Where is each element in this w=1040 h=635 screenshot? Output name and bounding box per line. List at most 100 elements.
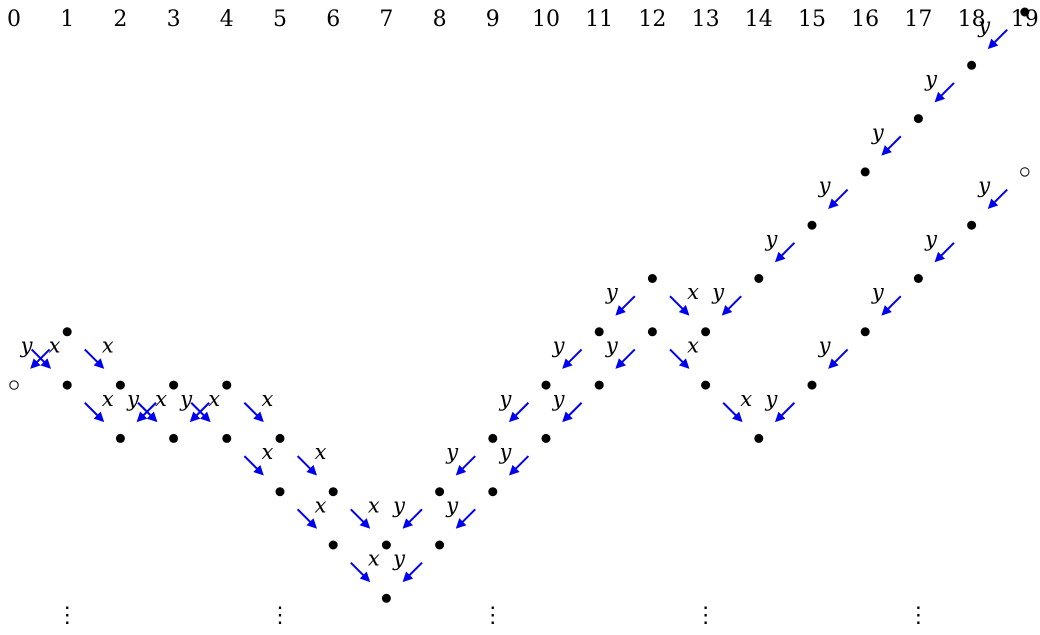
- column-label: 8: [433, 7, 447, 32]
- x-step-arrow: [669, 295, 690, 316]
- y-step-arrow: [402, 508, 423, 529]
- x-step-label: x: [102, 333, 114, 357]
- column-label: 0: [7, 7, 21, 32]
- vertical-ellipsis: ⋮: [907, 603, 929, 628]
- y-step-label: y: [498, 387, 512, 411]
- lattice-point: [754, 433, 764, 443]
- column-labels: 0 1 2 3 4 5 6 7 8 9 10 11 12 13 14 15 16 17 18 19: [7, 7, 1039, 32]
- column-label: 4: [220, 7, 234, 32]
- lattice-point: [647, 274, 657, 283]
- vertical-ellipsis: ⋮: [269, 603, 291, 628]
- column-label: 2: [113, 7, 127, 32]
- y-step-arrow: [774, 402, 796, 423]
- y-step-label: y: [445, 493, 459, 517]
- x-step-label: x: [261, 387, 273, 411]
- lattice-point: [1020, 7, 1030, 17]
- column-label: 14: [745, 7, 773, 32]
- y-step-label: y: [392, 547, 406, 571]
- y-step-arrow: [934, 242, 955, 263]
- y-step-arrow: [881, 295, 902, 316]
- lattice-point: [435, 487, 445, 497]
- y-step-arrow: [136, 402, 157, 423]
- y-step-label: y: [871, 120, 885, 144]
- y-step-label: y: [445, 440, 459, 464]
- x-step-arrow: [296, 508, 318, 529]
- y-step-arrow: [562, 402, 583, 423]
- y-step-arrow: [455, 455, 476, 476]
- column-label: 15: [798, 7, 826, 32]
- lattice-point: [754, 274, 764, 283]
- column-label: 5: [273, 7, 287, 32]
- column-label: 12: [638, 7, 666, 32]
- y-step-label: y: [126, 387, 140, 411]
- column-label: 10: [532, 7, 560, 32]
- lattice-point: [328, 540, 338, 550]
- x-step-label: x: [315, 440, 327, 464]
- vertical-ellipses: ⋮ ⋮ ⋮ ⋮ ⋮: [56, 603, 929, 628]
- column-label: 9: [486, 7, 500, 32]
- lattice-point: [647, 327, 657, 337]
- column-label: 6: [326, 7, 340, 32]
- column-label: 3: [167, 7, 181, 32]
- x-step-label: x: [261, 440, 273, 464]
- x-step-label: x: [155, 387, 167, 411]
- y-step-arrow: [934, 82, 955, 103]
- lattice-point: [222, 380, 232, 390]
- vertical-ellipsis: ⋮: [482, 603, 504, 628]
- column-label: 11: [585, 7, 613, 32]
- x-step-label: x: [208, 387, 220, 411]
- x-step-arrow: [30, 348, 52, 369]
- y-step-label: y: [605, 333, 619, 357]
- vertical-ellipsis: ⋮: [56, 603, 78, 628]
- x-step-arrow: [350, 561, 371, 583]
- lattice-point: [701, 380, 711, 390]
- lattice-point: [541, 380, 551, 390]
- lattice-point: [115, 433, 125, 443]
- lattice-point: [594, 380, 604, 390]
- lattice-point: [967, 60, 977, 70]
- lattice-point: [913, 274, 923, 283]
- y-step-arrow: [828, 348, 849, 369]
- vertical-ellipsis: ⋮: [695, 603, 717, 628]
- lattice-point: [807, 380, 817, 390]
- column-label: 13: [692, 7, 720, 32]
- y-step-arrow: [402, 561, 423, 583]
- lattice-point: [913, 114, 923, 124]
- y-step-arrow: [508, 402, 530, 423]
- y-step-label: y: [20, 333, 34, 357]
- x-step-arrow: [243, 455, 264, 476]
- lattice-point: [328, 487, 338, 497]
- lattice-point: [222, 433, 232, 443]
- lattice-point: [860, 327, 870, 337]
- x-step-arrow: [669, 348, 690, 369]
- lattice-point: [62, 380, 72, 390]
- lattice-point: [488, 487, 498, 497]
- step-arrows: [30, 28, 1008, 583]
- x-step-label: x: [49, 333, 61, 357]
- y-step-arrow: [987, 188, 1008, 209]
- x-step-arrow: [722, 402, 743, 423]
- lattice-point: [169, 433, 179, 443]
- y-step-label: y: [605, 280, 619, 304]
- y-step-arrow: [562, 348, 583, 369]
- open-point: [1020, 167, 1030, 177]
- y-step-label: y: [764, 227, 778, 251]
- lattice-point: [435, 540, 445, 550]
- column-label: 18: [958, 7, 986, 32]
- lattice-point: [541, 433, 551, 443]
- y-step-arrow: [508, 455, 530, 476]
- y-step-label: y: [498, 440, 512, 464]
- x-step-label: x: [315, 493, 327, 517]
- y-step-label: y: [924, 67, 938, 91]
- lattice-point: [169, 380, 179, 390]
- x-step-label: x: [368, 493, 380, 517]
- y-step-label: y: [818, 333, 832, 357]
- x-step-arrow: [190, 402, 211, 423]
- lattice-point: [967, 220, 977, 230]
- lattice-point: [115, 380, 125, 390]
- x-step-arrow: [243, 402, 264, 423]
- x-step-arrow: [84, 402, 105, 423]
- lattice-point: [807, 220, 817, 230]
